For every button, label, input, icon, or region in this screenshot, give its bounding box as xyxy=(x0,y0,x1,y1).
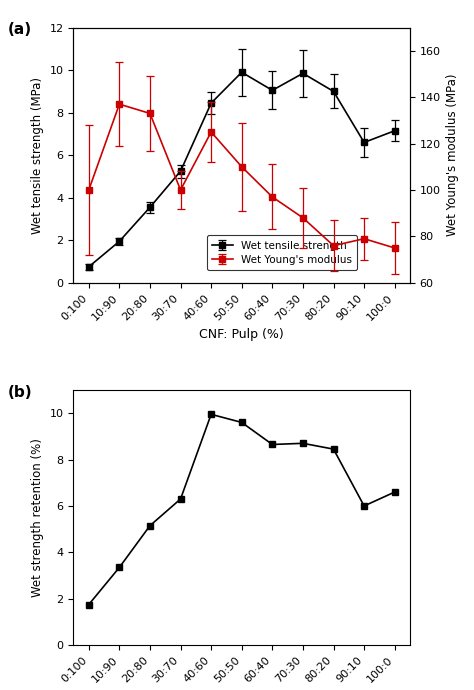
Y-axis label: Wet tensile strength (MPa): Wet tensile strength (MPa) xyxy=(31,77,44,234)
Text: (a): (a) xyxy=(8,23,32,37)
X-axis label: CNF: Pulp (%): CNF: Pulp (%) xyxy=(200,328,284,341)
Y-axis label: Wet Young's modulus (MPa): Wet Young's modulus (MPa) xyxy=(447,74,459,237)
Text: (b): (b) xyxy=(8,385,33,400)
Y-axis label: Wet strength retention (%): Wet strength retention (%) xyxy=(31,438,44,597)
Legend: Wet tensile strength, Wet Young's modulus: Wet tensile strength, Wet Young's modulu… xyxy=(207,235,357,270)
